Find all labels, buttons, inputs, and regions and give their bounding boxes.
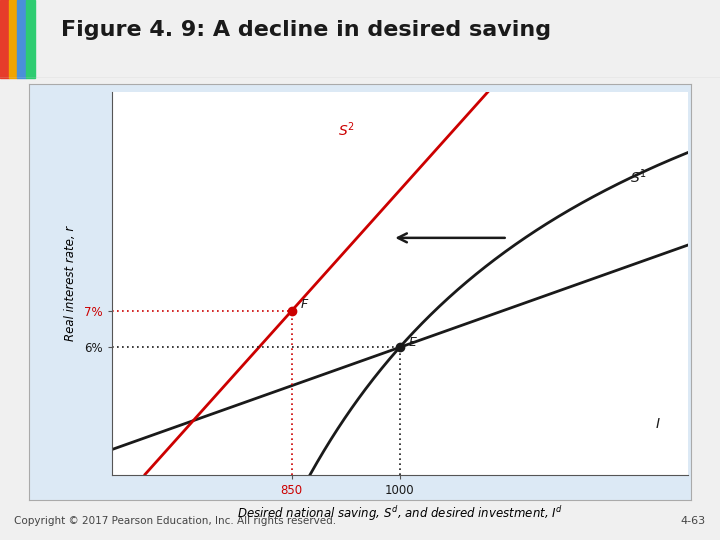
Text: F: F (300, 298, 307, 311)
Bar (17, 0, 26, 78)
Text: 4-63: 4-63 (680, 516, 706, 526)
Y-axis label: Real interest rate, r: Real interest rate, r (64, 226, 77, 341)
Text: $S^1$: $S^1$ (630, 167, 647, 186)
Text: $S^2$: $S^2$ (338, 120, 356, 139)
Text: Copyright © 2017 Pearson Education, Inc. All rights reserved.: Copyright © 2017 Pearson Education, Inc.… (14, 516, 336, 526)
Text: Figure 4. 9: A decline in desired saving: Figure 4. 9: A decline in desired saving (61, 20, 552, 40)
X-axis label: Desired national saving, $S^d$, and desired investment, $I^d$: Desired national saving, $S^d$, and desi… (237, 504, 562, 523)
Bar (26, 0, 35, 78)
Text: $I$: $I$ (655, 417, 661, 431)
Bar (9, 0, 17, 78)
Text: E: E (408, 335, 416, 349)
Bar (0, 0, 9, 78)
